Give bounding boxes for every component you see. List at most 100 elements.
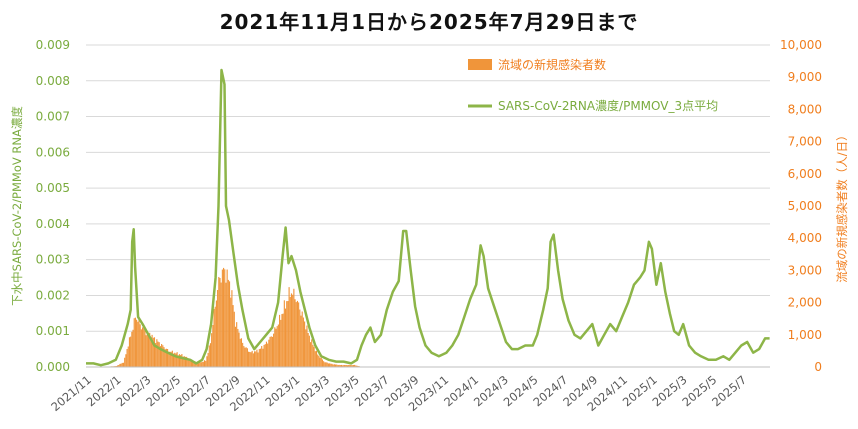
bar — [198, 363, 199, 367]
bar — [310, 342, 311, 367]
bar — [264, 345, 265, 367]
bar — [225, 283, 226, 367]
bar — [287, 301, 288, 367]
bar — [309, 336, 310, 367]
y-left-tick-label: 0.006 — [36, 145, 70, 159]
bar — [231, 290, 232, 367]
bar — [208, 353, 209, 367]
bar — [177, 352, 178, 367]
bar — [238, 333, 239, 367]
y-right-tick-label: 4,000 — [788, 231, 822, 245]
bar — [217, 290, 218, 367]
bar — [289, 287, 290, 367]
bar — [161, 344, 162, 367]
bar — [234, 312, 235, 367]
bar — [278, 325, 279, 367]
bar — [212, 325, 213, 367]
bar — [262, 349, 263, 367]
bar — [292, 295, 293, 367]
bar — [156, 339, 157, 367]
bar — [248, 352, 249, 367]
y-left-axis-title: 下水中SARS-CoV-2/PMMoV RNA濃度 — [10, 106, 24, 306]
x-tick-label: 2025/7 — [709, 373, 749, 410]
bar — [172, 351, 173, 367]
line-path — [86, 70, 770, 365]
legend-bar-swatch — [468, 59, 492, 70]
bar — [323, 361, 324, 367]
y-right-tick-label: 8,000 — [788, 102, 822, 116]
bar — [277, 326, 278, 367]
bar — [290, 297, 291, 367]
bar — [286, 301, 287, 367]
bar — [283, 314, 284, 367]
bar — [305, 329, 306, 367]
bar — [222, 270, 223, 367]
bar — [227, 270, 228, 367]
bar — [233, 305, 234, 367]
bar — [327, 363, 328, 367]
y-left-tick-label: 0.001 — [36, 324, 70, 338]
bar — [252, 351, 253, 367]
bar — [241, 338, 242, 367]
bar — [258, 352, 259, 367]
y-left-tick-label: 0.000 — [36, 360, 70, 374]
bar — [136, 320, 137, 367]
bar — [246, 347, 247, 367]
chart-title: 2021年11月1日から2025年7月29日まで — [0, 6, 858, 35]
bar — [125, 354, 126, 367]
bar — [261, 346, 262, 367]
bar — [134, 318, 135, 367]
bar — [250, 352, 251, 367]
bar — [213, 309, 214, 367]
x-tick-label: 2021/11 — [48, 373, 94, 414]
bar — [317, 355, 318, 367]
bar — [267, 344, 268, 367]
bar — [216, 300, 217, 367]
bar — [224, 269, 225, 367]
bar — [306, 326, 307, 367]
bar — [235, 327, 236, 367]
bar — [146, 335, 147, 367]
y-right-tick-label: 7,000 — [788, 135, 822, 149]
bar — [297, 301, 298, 367]
bar — [321, 358, 322, 367]
bar — [121, 364, 122, 367]
bar — [266, 342, 267, 367]
y-left-tick-label: 0.008 — [36, 74, 70, 88]
bar — [311, 339, 312, 367]
bar — [320, 358, 321, 367]
y-right-tick-label: 2,000 — [788, 296, 822, 310]
bar — [284, 300, 285, 367]
bar — [148, 333, 149, 367]
bar — [260, 349, 261, 367]
bar — [143, 328, 144, 367]
bar — [203, 362, 204, 367]
bar — [274, 327, 275, 367]
bar — [140, 324, 141, 367]
y-right-tick-label: 0 — [814, 360, 822, 374]
bar — [144, 329, 145, 367]
bar — [302, 312, 303, 367]
bar — [202, 362, 203, 367]
bar — [259, 349, 260, 367]
bar — [206, 356, 207, 367]
y-right-tick-label: 10,000 — [780, 38, 822, 52]
bar — [129, 337, 130, 367]
bar — [280, 320, 281, 367]
bar — [314, 347, 315, 367]
bar — [322, 359, 323, 367]
bar — [181, 354, 182, 367]
bar — [135, 318, 136, 367]
bar — [298, 302, 299, 367]
bar — [210, 343, 211, 367]
y-left-tick-label: 0.003 — [36, 253, 70, 267]
bar — [279, 315, 280, 367]
bar — [271, 336, 272, 367]
bar — [138, 320, 139, 367]
bar — [294, 299, 295, 367]
legend-bar-label: 流域の新規感染者数 — [498, 57, 606, 72]
bar — [268, 340, 269, 367]
